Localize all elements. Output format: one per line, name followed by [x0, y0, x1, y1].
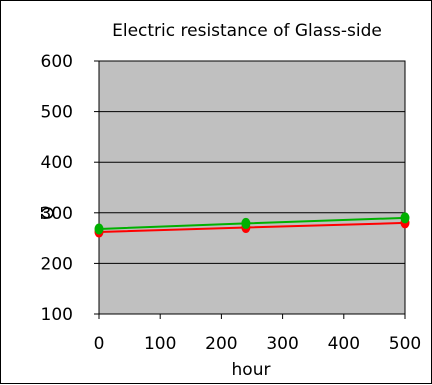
y-tick-label: 200: [41, 254, 73, 274]
plot-background: [98, 60, 406, 315]
x-tick-label: 500: [389, 334, 421, 354]
plot-area: 100 200 300 400 500 600 0 100 200 300 400 500: [41, 52, 422, 354]
y-tick-label: 400: [41, 153, 73, 173]
x-axis-label: hour: [232, 360, 271, 380]
series-2-point: [241, 217, 251, 229]
chart-title: Electric resistance of Glass-side: [112, 21, 382, 41]
x-tick-label: 0: [94, 334, 105, 354]
series-2-point: [400, 212, 410, 224]
x-tick-label: 300: [266, 334, 298, 354]
y-tick-label: 600: [41, 52, 73, 72]
series-2-point: [94, 223, 104, 235]
y-axis-label: Ω: [36, 207, 56, 220]
x-tick-label: 100: [144, 334, 176, 354]
x-tick-label: 200: [205, 334, 237, 354]
y-tick-label: 300: [41, 204, 73, 224]
y-tick-label: 500: [41, 103, 73, 123]
y-tick-label: 100: [41, 305, 73, 325]
x-tick-label: 400: [328, 334, 360, 354]
